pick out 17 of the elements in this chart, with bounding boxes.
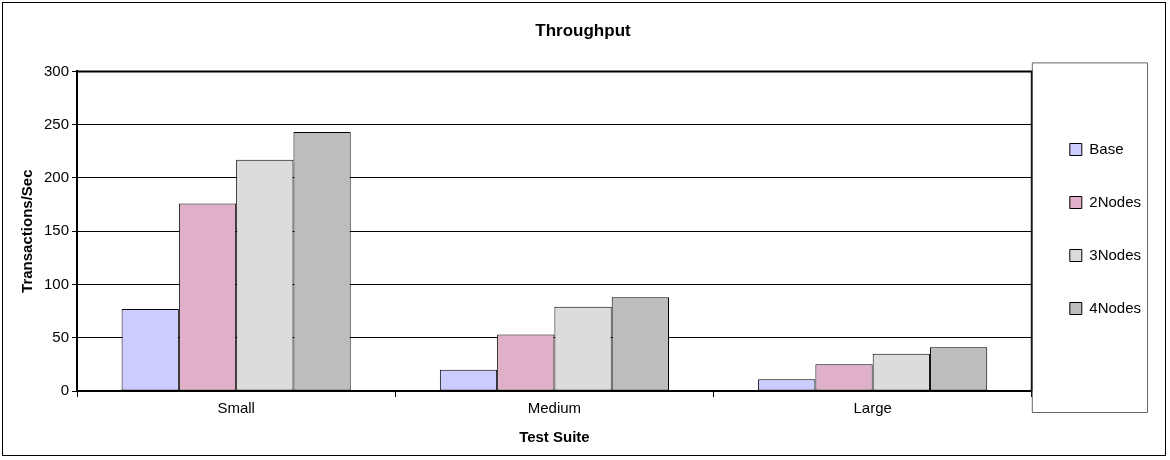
y-axis-title: Transactions/Sec bbox=[18, 169, 36, 293]
legend-label: 4Nodes bbox=[1089, 298, 1141, 316]
y-tick-label: 150 bbox=[44, 221, 70, 239]
y-tick-label: 0 bbox=[60, 381, 70, 399]
legend-label: 3Nodes bbox=[1089, 245, 1141, 263]
x-tick-label: Medium bbox=[527, 399, 582, 417]
x-tick-label: Large bbox=[853, 399, 892, 417]
chart-title: Throughput bbox=[535, 20, 632, 40]
y-tick-label: 250 bbox=[44, 114, 70, 132]
legend-label: Base bbox=[1089, 139, 1124, 157]
legend-label: 2Nodes bbox=[1089, 192, 1141, 210]
y-tick-label: 50 bbox=[52, 327, 70, 345]
x-axis-title: Test Suite bbox=[519, 428, 590, 446]
x-tick-label: Small bbox=[217, 399, 255, 417]
y-tick-label: 200 bbox=[44, 168, 70, 186]
y-tick-label: 100 bbox=[44, 274, 70, 292]
y-tick-label: 300 bbox=[44, 61, 70, 79]
